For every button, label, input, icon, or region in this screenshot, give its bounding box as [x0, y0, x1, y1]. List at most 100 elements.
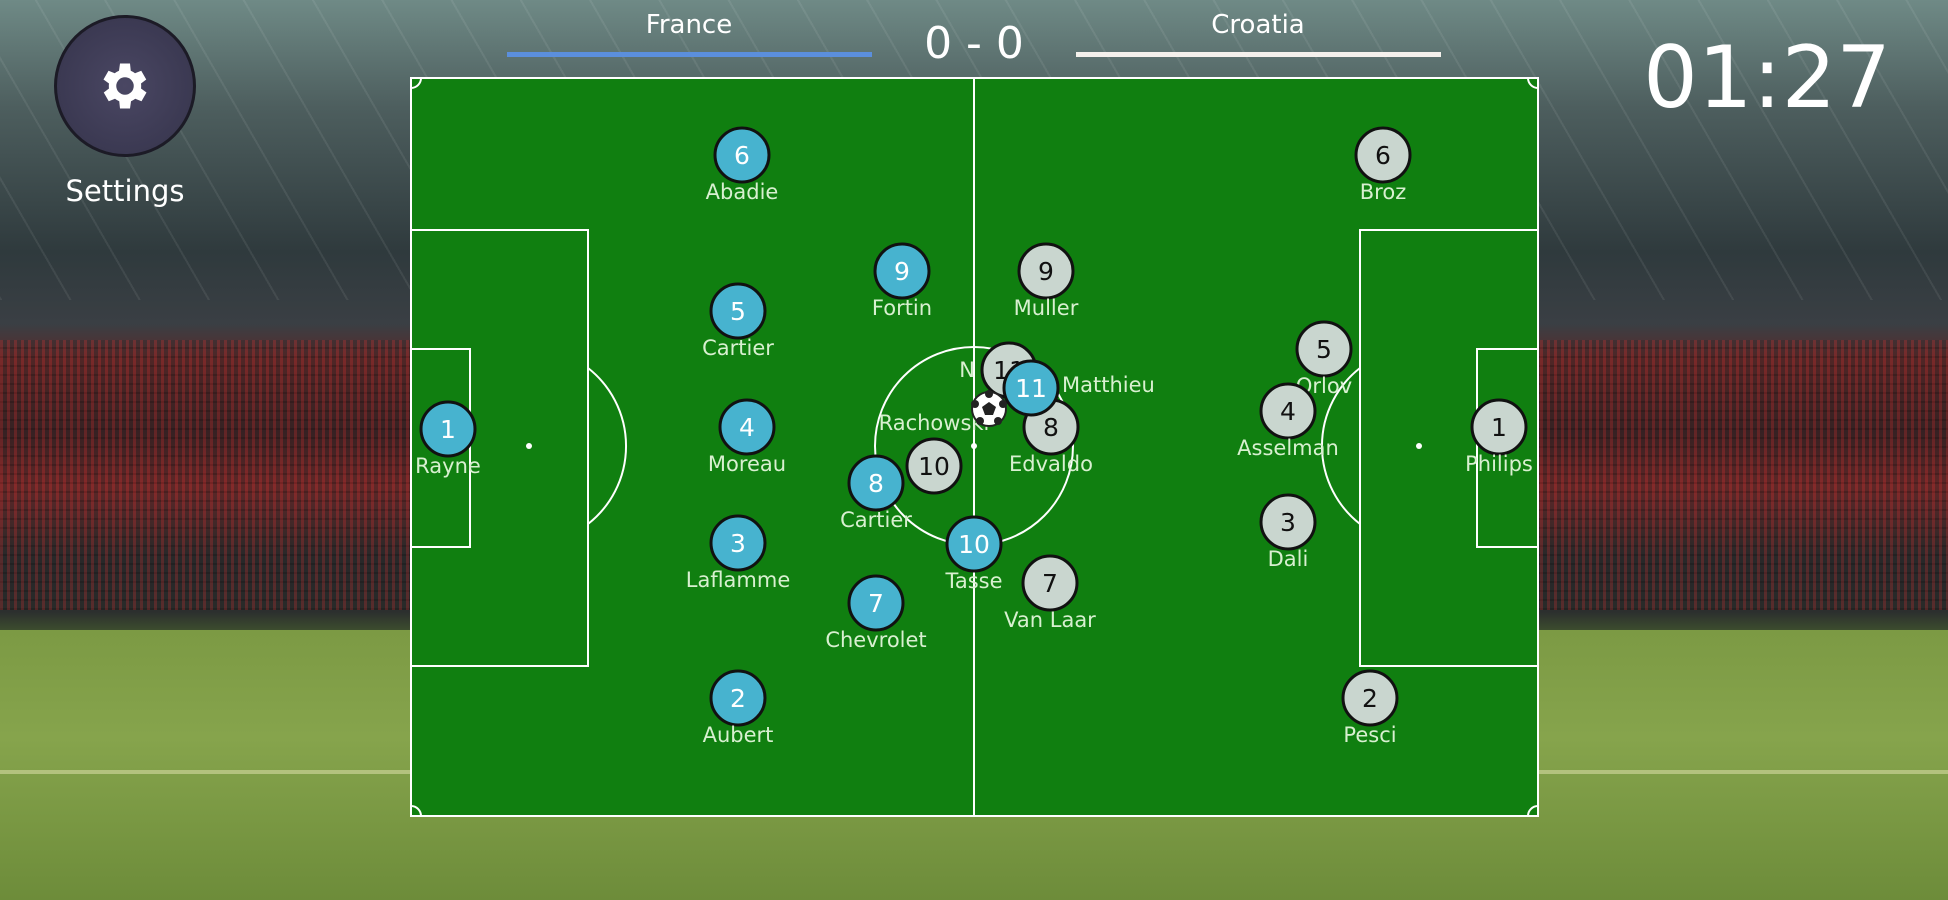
- settings-button[interactable]: [54, 15, 196, 157]
- player-number: 8: [1043, 413, 1059, 442]
- player-name: Chevrolet: [825, 628, 926, 652]
- player-token[interactable]: [1259, 382, 1317, 440]
- home-player-10[interactable]: 10 Tasse: [944, 515, 1003, 593]
- player-token[interactable]: [1002, 359, 1060, 417]
- home-player-2[interactable]: 2 Aubert: [703, 669, 774, 747]
- left-goal-box: [410, 348, 471, 548]
- player-number: 1: [1491, 413, 1507, 442]
- left-penalty-spot: [526, 443, 532, 449]
- player-number: 2: [730, 684, 746, 713]
- player-number: 11: [1015, 374, 1047, 403]
- player-number: 9: [1038, 257, 1054, 286]
- player-number: 5: [730, 297, 746, 326]
- player-number: 10: [918, 452, 950, 481]
- home-player-3[interactable]: 3 Laflamme: [686, 514, 791, 592]
- player-token[interactable]: [945, 515, 1003, 573]
- gear-icon: [103, 63, 147, 109]
- player-token[interactable]: [1259, 493, 1317, 551]
- player-name: Abadie: [706, 180, 779, 204]
- away-player-2[interactable]: 2 Pesci: [1341, 669, 1399, 747]
- player-name: Moreau: [708, 452, 786, 476]
- player-number: 2: [1362, 684, 1378, 713]
- away-player-10[interactable]: 10 Rachowski: [879, 411, 990, 495]
- player-name: Philips: [1465, 452, 1533, 476]
- player-token[interactable]: [1295, 320, 1353, 378]
- player-name: Cartier: [702, 336, 774, 360]
- player-number: 6: [734, 141, 750, 170]
- player-number: 4: [739, 413, 755, 442]
- player-name: Laflamme: [686, 568, 791, 592]
- away-team-bar: [1076, 52, 1441, 57]
- player-name: Matthieu: [1062, 373, 1155, 397]
- player-number: 7: [1042, 569, 1058, 598]
- player-name: Fortin: [872, 296, 932, 320]
- player-number: 8: [868, 469, 884, 498]
- player-token[interactable]: [1021, 554, 1079, 612]
- left-penalty-arc: [587, 367, 628, 525]
- player-number: 7: [868, 589, 884, 618]
- score: 0 - 0: [924, 18, 1024, 69]
- away-player-4[interactable]: 4 Asselman: [1237, 382, 1339, 460]
- player-name: Edvaldo: [1009, 452, 1093, 476]
- home-player-7[interactable]: 7 Chevrolet: [825, 574, 927, 652]
- player-token[interactable]: [1017, 242, 1075, 300]
- player-name: Pesci: [1343, 723, 1396, 747]
- player-token[interactable]: [873, 242, 931, 300]
- right-goal-box: [1476, 348, 1539, 548]
- player-token[interactable]: [709, 669, 767, 727]
- player-number: 6: [1375, 141, 1391, 170]
- player-number: 4: [1280, 397, 1296, 426]
- player-name: Muller: [1014, 296, 1079, 320]
- home-team-bar: [507, 52, 872, 57]
- right-penalty-spot: [1416, 443, 1422, 449]
- player-token[interactable]: [847, 574, 905, 632]
- ball-icon: [971, 390, 1007, 427]
- player-token[interactable]: [847, 454, 905, 512]
- home-player-1[interactable]: 1 Rayne: [415, 400, 481, 478]
- away-player-1[interactable]: 1 Philips: [1465, 398, 1533, 476]
- player-name: N: [959, 358, 975, 382]
- player-number: 3: [730, 529, 746, 558]
- player-number: 10: [958, 530, 990, 559]
- match-timer: 01:27: [1643, 28, 1891, 128]
- player-token[interactable]: [713, 126, 771, 184]
- home-player-9[interactable]: 9 Fortin: [872, 242, 932, 320]
- player-token[interactable]: [1354, 126, 1412, 184]
- away-player-9[interactable]: 9 Muller: [1014, 242, 1079, 320]
- player-name: Cartier: [840, 508, 912, 532]
- settings-label: Settings: [65, 174, 185, 208]
- player-token[interactable]: [718, 398, 776, 456]
- home-player-4[interactable]: 4 Moreau: [708, 398, 786, 476]
- away-team-name: Croatia: [1211, 10, 1305, 40]
- player-number: 3: [1280, 508, 1296, 537]
- player-name: Rachowski: [879, 411, 990, 435]
- player-token[interactable]: [709, 514, 767, 572]
- player-name: Aubert: [703, 723, 774, 747]
- away-player-7[interactable]: 7 Van Laar: [1004, 554, 1096, 632]
- away-player-6[interactable]: 6 Broz: [1354, 126, 1412, 204]
- player-name: Tasse: [944, 569, 1002, 593]
- away-player-3[interactable]: 3 Dali: [1259, 493, 1317, 571]
- corner-arcs: [410, 77, 1539, 817]
- home-player-11[interactable]: 11 Matthieu: [1002, 359, 1155, 417]
- player-name: Asselman: [1237, 436, 1339, 460]
- player-name: Dali: [1268, 547, 1309, 571]
- player-token[interactable]: [709, 282, 767, 340]
- home-player-8[interactable]: 8 Cartier: [840, 454, 912, 532]
- center-spot: [971, 443, 977, 449]
- player-name: Rayne: [415, 454, 481, 478]
- player-number: 5: [1316, 335, 1332, 364]
- home-team-name: France: [645, 10, 733, 40]
- right-penalty-arc: [1320, 367, 1361, 525]
- player-number: 9: [894, 257, 910, 286]
- player-token[interactable]: [419, 400, 477, 458]
- home-player-6[interactable]: 6 Abadie: [706, 126, 779, 204]
- player-number: 1: [440, 415, 456, 444]
- player-token[interactable]: [1341, 669, 1399, 727]
- player-token[interactable]: [1470, 398, 1528, 456]
- home-player-5[interactable]: 5 Cartier: [702, 282, 774, 360]
- player-name: Broz: [1360, 180, 1406, 204]
- player-token[interactable]: [905, 437, 963, 495]
- player-name: Van Laar: [1004, 608, 1096, 632]
